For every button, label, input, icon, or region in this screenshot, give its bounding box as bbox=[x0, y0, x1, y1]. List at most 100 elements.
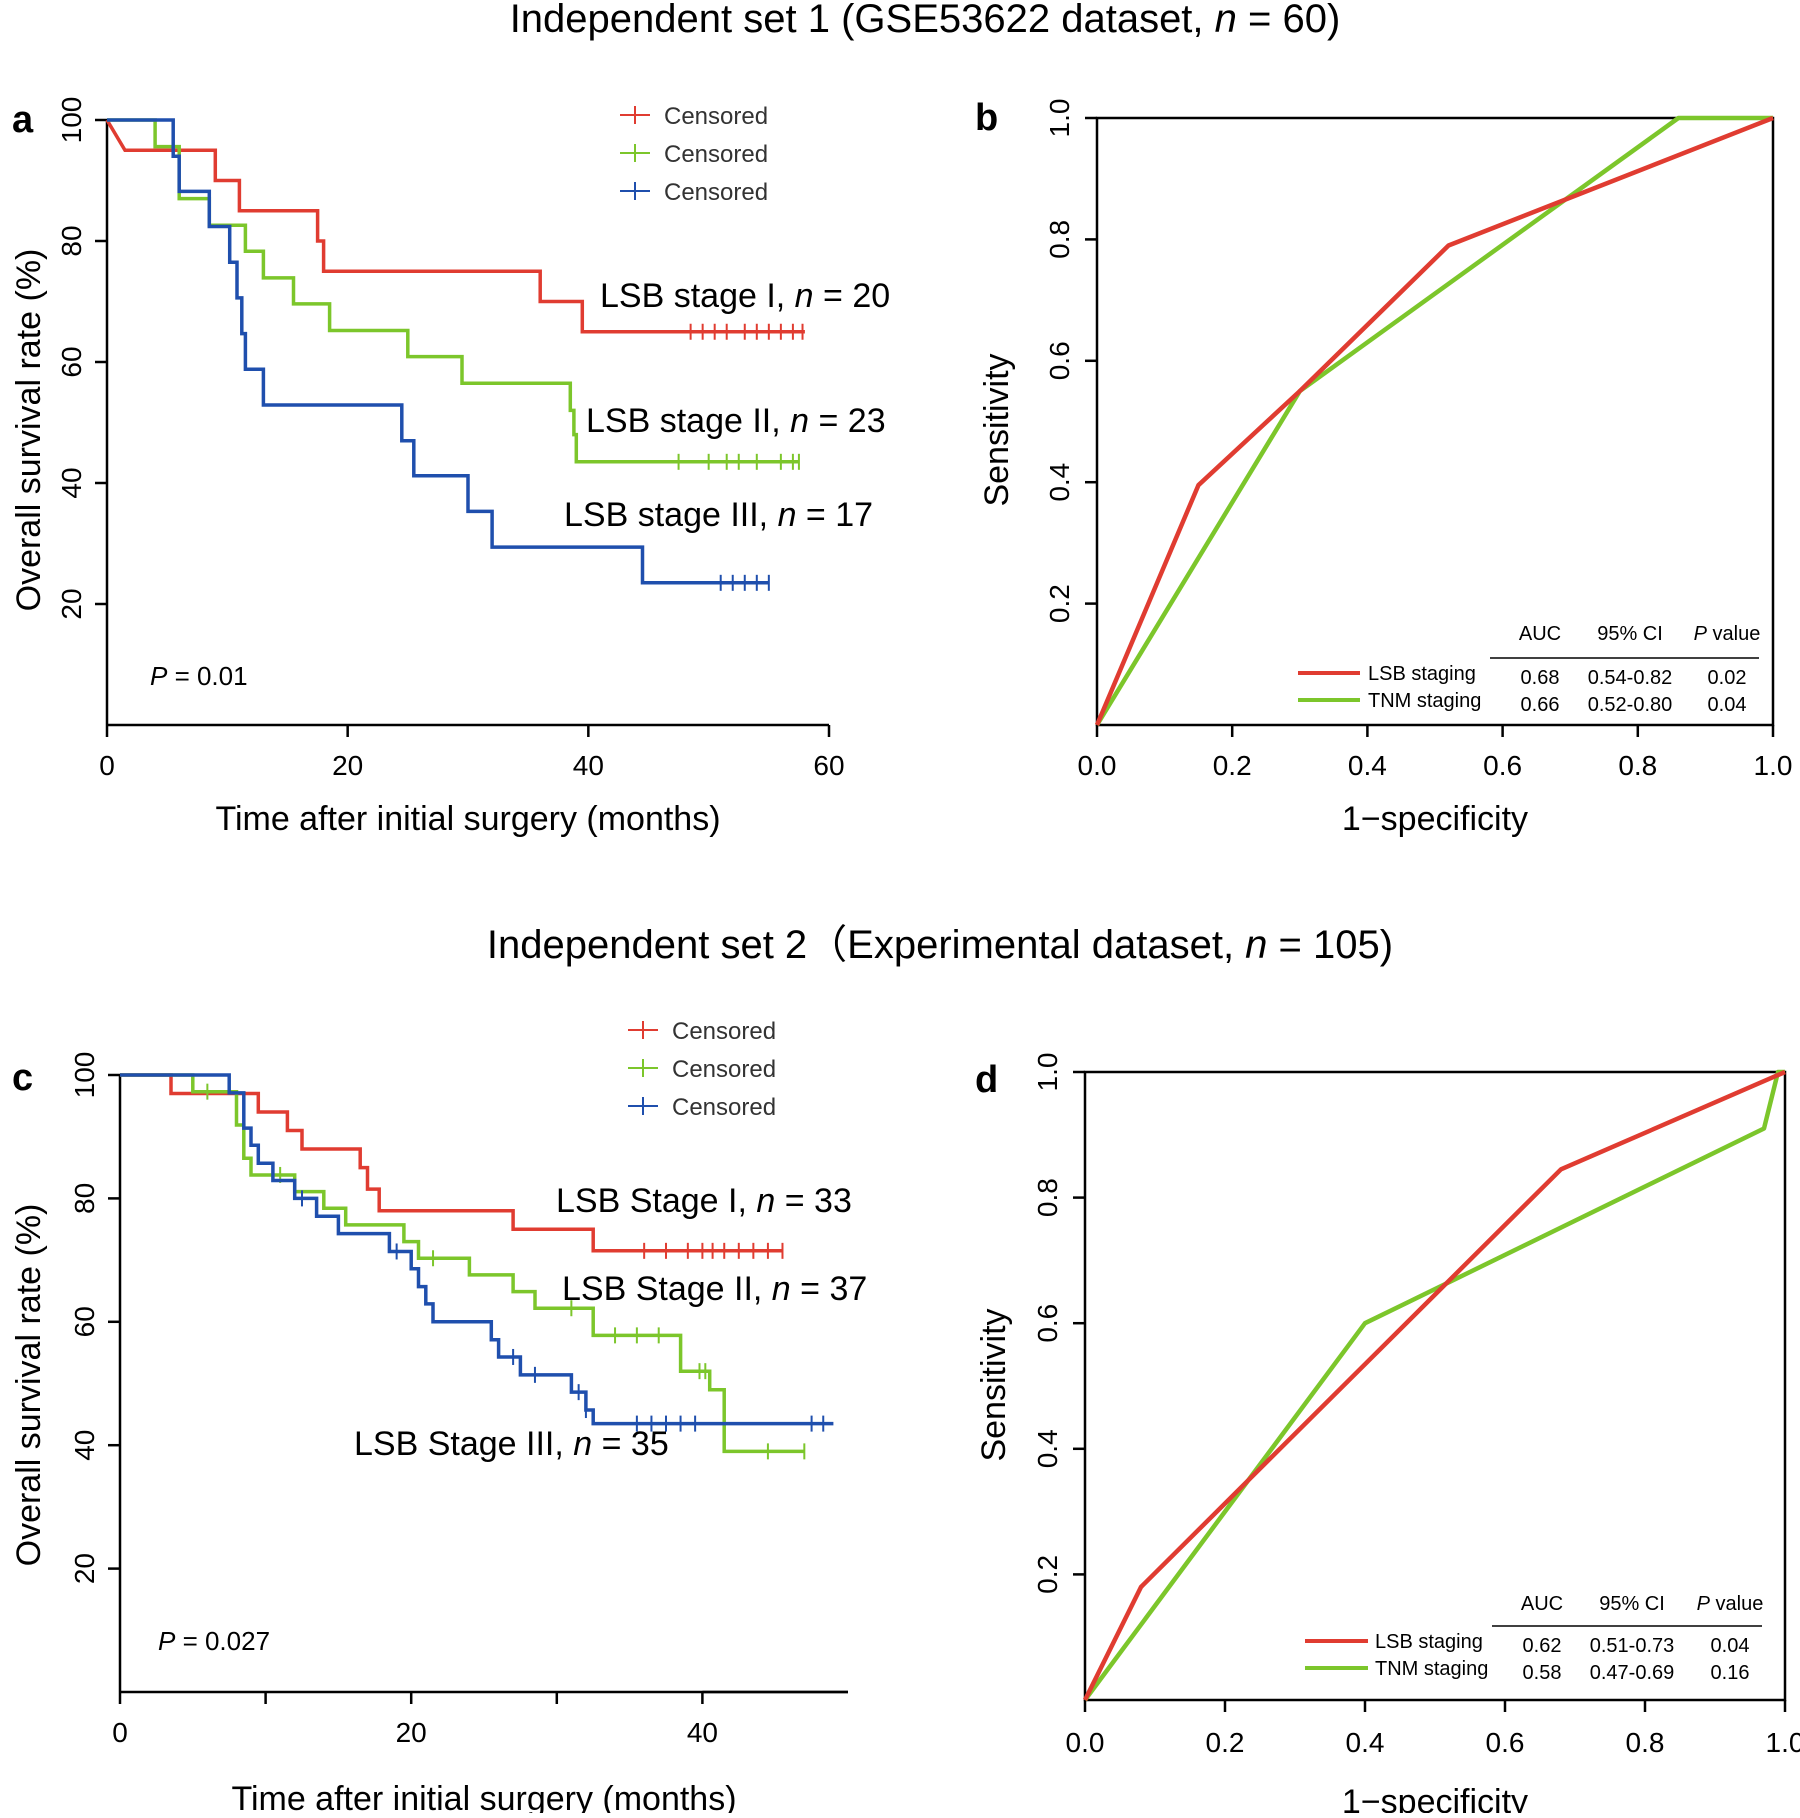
text-part: LSB Stage II, bbox=[562, 1270, 772, 1308]
x-tick-label: 20 bbox=[396, 1717, 427, 1748]
auc-value: 0.68 bbox=[1521, 667, 1560, 689]
y-axis-label: Sensitivity bbox=[975, 1308, 1013, 1461]
legend-label: Censored bbox=[672, 1056, 776, 1083]
y-tick-label: 0.2 bbox=[1044, 584, 1075, 623]
text-part: = 33 bbox=[775, 1182, 852, 1220]
x-tick-label: 1.0 bbox=[1754, 750, 1793, 781]
x-tick-label: 40 bbox=[687, 1717, 718, 1748]
italic-n: n bbox=[795, 277, 814, 315]
pvalue-header: P value bbox=[1694, 623, 1761, 645]
survival-curve bbox=[120, 1073, 805, 1454]
legend-label: Censored bbox=[664, 103, 768, 130]
series-label: LSB stage I, n = 20 bbox=[600, 277, 890, 315]
y-axis-label: Overall survival rate (%) bbox=[10, 1204, 48, 1567]
text-part: LSB Stage I, bbox=[556, 1182, 756, 1220]
x-axis-label: Time after initial surgery (months) bbox=[231, 1780, 736, 1813]
series-label: LSB Stage II, n = 37 bbox=[562, 1270, 867, 1308]
panel-letter: a bbox=[12, 99, 34, 141]
text-part: LSB stage II, bbox=[586, 402, 790, 440]
plot-frame bbox=[1095, 116, 1775, 727]
ci-value: 0.51-0.73 bbox=[1590, 1635, 1675, 1657]
y-axis-label: Sensitivity bbox=[978, 353, 1016, 506]
y-tick-label: 100 bbox=[56, 97, 87, 144]
ci-value: 0.47-0.69 bbox=[1590, 1662, 1675, 1684]
roc-legend-label: LSB staging bbox=[1375, 1631, 1483, 1653]
x-tick-label: 0 bbox=[99, 750, 115, 781]
text-part: LSB stage I, bbox=[600, 277, 795, 315]
auc-header: AUC bbox=[1521, 1593, 1563, 1615]
x-axis-label: 1−specificity bbox=[1342, 1783, 1528, 1813]
roc-legend-label: TNM staging bbox=[1368, 690, 1481, 712]
roc-curve bbox=[1083, 1069, 1785, 1702]
x-axis-label: Time after initial surgery (months) bbox=[215, 800, 720, 838]
x-tick-label: 20 bbox=[332, 750, 363, 781]
x-tick-label: 1.0 bbox=[1766, 1727, 1800, 1758]
p-symbol: P bbox=[1694, 623, 1708, 645]
y-tick-label: 0.6 bbox=[1032, 1304, 1063, 1343]
text-part: LSB stage III, bbox=[564, 496, 778, 534]
y-tick-label: 0.2 bbox=[1032, 1555, 1063, 1594]
ci-header: 95% CI bbox=[1597, 623, 1663, 645]
roc-curve bbox=[1082, 1069, 1786, 1701]
p-number: = 0.01 bbox=[167, 661, 247, 691]
value-word: value bbox=[1707, 623, 1760, 645]
italic-n: n bbox=[790, 402, 809, 440]
x-tick-label: 0 bbox=[112, 1717, 128, 1748]
italic-n: n bbox=[1245, 923, 1267, 967]
ci-header: 95% CI bbox=[1599, 1593, 1665, 1615]
survival-curve bbox=[107, 118, 799, 464]
y-tick-label: 80 bbox=[69, 1183, 100, 1214]
legend-label: Censored bbox=[664, 179, 768, 206]
text-part: LSB Stage III, bbox=[354, 1425, 573, 1463]
panel-letter: d bbox=[975, 1059, 998, 1101]
text-part: = 35 bbox=[592, 1425, 669, 1463]
x-tick-label: 0.0 bbox=[1078, 750, 1117, 781]
italic-n: n bbox=[756, 1182, 775, 1220]
plot-frame bbox=[1083, 1070, 1787, 1702]
x-tick-label: 0.2 bbox=[1206, 1727, 1245, 1758]
roc-curve bbox=[1094, 115, 1774, 726]
set1-title: Independent set 1 (GSE53622 dataset, n =… bbox=[510, 0, 1341, 41]
value-word: value bbox=[1710, 1593, 1763, 1615]
panel-c-survival-chart: 0 20 40 20 40 60 80 100 Time after initial surge… bbox=[10, 1018, 867, 1818]
roc-legend-label: LSB staging bbox=[1368, 663, 1476, 685]
text-part: Independent set 2（Experimental dataset, bbox=[487, 923, 1245, 967]
p-value: 0.04 bbox=[1708, 694, 1747, 716]
survival-curve bbox=[107, 118, 769, 585]
survival-curve bbox=[105, 119, 805, 334]
italic-n: n bbox=[1215, 0, 1237, 41]
y-tick-label: 40 bbox=[56, 467, 87, 498]
p-value: 0.04 bbox=[1711, 1635, 1750, 1657]
y-tick-label: 0.4 bbox=[1044, 463, 1075, 502]
survival-curve bbox=[120, 1073, 783, 1253]
auc-value: 0.62 bbox=[1523, 1635, 1562, 1657]
survival-curve bbox=[120, 1073, 834, 1426]
panel-b-roc-chart: 0.0 0.2 0.4 0.6 0.8 1.0 0.2 0.4 0.6 0.8 1.0 1−speci… bbox=[975, 97, 1792, 838]
text-part: = 23 bbox=[809, 402, 886, 440]
y-tick-label: 40 bbox=[69, 1430, 100, 1461]
panel-letter: b bbox=[975, 97, 998, 139]
panel-d-roc-chart: 0.0 0.2 0.4 0.6 0.8 1.0 0.2 0.4 0.6 0.8 1.0 1−speci… bbox=[975, 1053, 1800, 1818]
p-value: 0.02 bbox=[1708, 667, 1747, 689]
pvalue-header: P value bbox=[1697, 1593, 1764, 1615]
italic-n: n bbox=[778, 496, 797, 534]
auc-header: AUC bbox=[1519, 623, 1561, 645]
x-tick-label: 0.4 bbox=[1348, 750, 1387, 781]
y-axis-label: Overall survival rate (%) bbox=[10, 249, 48, 612]
legend-label: Censored bbox=[664, 141, 768, 168]
italic-n: n bbox=[573, 1425, 592, 1463]
ci-value: 0.52-0.80 bbox=[1588, 694, 1673, 716]
x-tick-label: 0.0 bbox=[1066, 1727, 1105, 1758]
panel-letter: c bbox=[12, 1057, 33, 1099]
text-part: = 37 bbox=[791, 1270, 868, 1308]
ci-value: 0.54-0.82 bbox=[1588, 667, 1673, 689]
y-tick-label: 1.0 bbox=[1044, 99, 1075, 138]
p-value: P = 0.01 bbox=[150, 661, 248, 691]
x-tick-label: 0.6 bbox=[1486, 1727, 1525, 1758]
series-label: LSB stage II, n = 23 bbox=[586, 402, 886, 440]
y-tick-label: 80 bbox=[56, 225, 87, 256]
y-tick-label: 100 bbox=[69, 1052, 100, 1099]
text-part: = 105) bbox=[1267, 923, 1393, 967]
panel-a-survival-chart: 0 20 40 60 20 40 60 80 100 Time after initial sur… bbox=[10, 97, 890, 838]
